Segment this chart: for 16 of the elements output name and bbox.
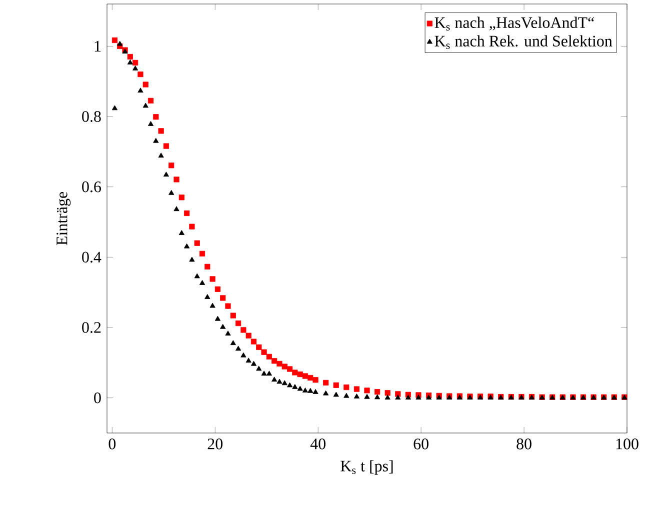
legend-label: K$_{s}$ nach „HasVeloAndT“ xyxy=(434,16,594,31)
x-tick-label: 100 xyxy=(616,438,638,450)
x-tick-label: 40 xyxy=(310,438,326,450)
y-tick-label: 0.6 xyxy=(82,181,101,192)
x-tick-label: 20 xyxy=(208,438,223,450)
y-axis-title: Einträge xyxy=(56,192,71,246)
x-tick-label: 0 xyxy=(108,438,116,450)
y-tick-label: 0.8 xyxy=(82,111,101,122)
x-tick-label: 80 xyxy=(516,438,532,450)
y-tick-label: 1 xyxy=(94,40,101,52)
x-tick-label: 60 xyxy=(414,438,428,450)
legend-label: K$_{s}$ nach Rek. und Selektion xyxy=(434,35,612,50)
y-tick-label: 0.4 xyxy=(82,252,102,263)
x-axis-title: K$_{s}$ t [ps] xyxy=(340,460,393,475)
y-tick-label: 0.2 xyxy=(82,322,101,333)
y-tick-label: 0 xyxy=(94,392,101,404)
